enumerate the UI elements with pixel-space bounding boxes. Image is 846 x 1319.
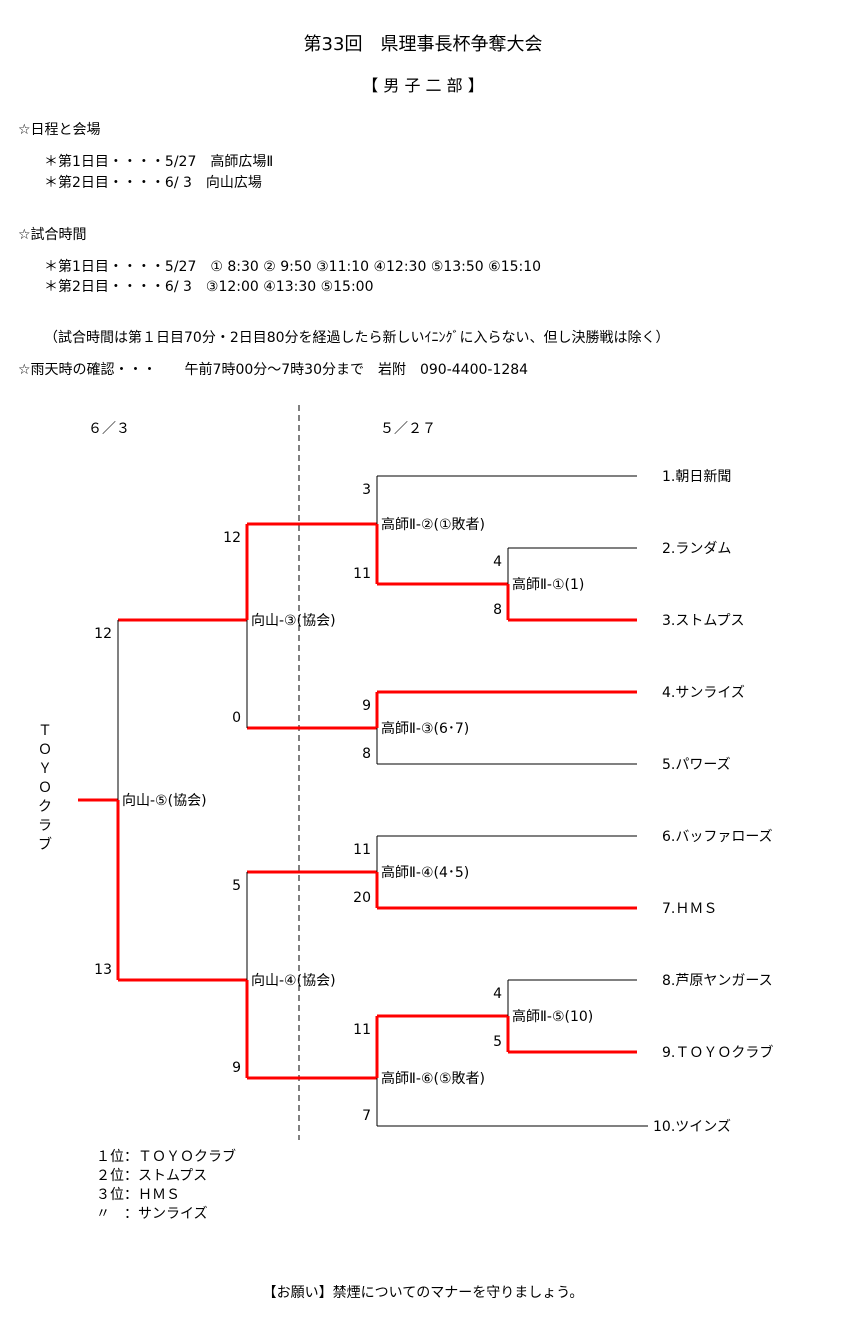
match-label: 高師Ⅱ-④(4･5) (381, 864, 469, 881)
match-label: 高師Ⅱ-①(1) (512, 576, 584, 593)
match-label: 高師Ⅱ-⑤(10) (512, 1008, 593, 1025)
score-bottom: 13 (94, 962, 112, 978)
standing-1: １位：ＴＯＹＯクラブ (96, 1149, 236, 1165)
date-label-day1: ５／２７ (380, 421, 436, 437)
standing-3: ３位：ＨＭＳ (96, 1187, 180, 1203)
score-bottom: 11 (353, 566, 371, 582)
team-name: 6.バッファローズ (662, 829, 773, 845)
score-top: 4 (493, 554, 502, 570)
score-top: 11 (353, 1022, 371, 1038)
schedule-line: ＊第2日目・・・・6/ 3 向山広場 (44, 175, 262, 191)
match-label: 高師Ⅱ-⑥(⑤敗者) (381, 1070, 485, 1087)
score-bottom: 8 (493, 602, 502, 618)
score-bottom: 20 (353, 890, 371, 906)
standing-3b: 〃 ：サンライズ (96, 1206, 208, 1222)
times-line: ＊第2日目・・・・6/ 3 ③12:00 ④13:30 ⑤15:00 (44, 279, 374, 295)
score-bottom: 9 (232, 1060, 241, 1076)
score-top: 11 (353, 842, 371, 858)
date-label-day2: ６／３ (88, 421, 130, 437)
standing-2: ２位：ストムプス (96, 1168, 208, 1184)
score-bottom: 0 (232, 710, 241, 726)
score-top: 4 (493, 986, 502, 1002)
team-name: 1.朝日新聞 (662, 469, 731, 485)
times-note: （試合時間は第１日目70分・2日目80分を経過したら新しいｲﾆﾝｸﾞに入らない、… (44, 330, 670, 346)
match-label: 向山-③(協会) (251, 613, 336, 629)
times-line: ＊第1日目・・・・5/27 ① 8:30 ② 9:50 ③11:10 ④12:3… (44, 259, 542, 275)
team-name: 9.ＴＯＹＯクラブ (662, 1044, 773, 1061)
score-bottom: 5 (493, 1034, 502, 1050)
score-top: 9 (362, 698, 371, 714)
schedule-heading: ☆日程と会場 (18, 122, 101, 138)
team-name: 7.ＨＭＳ (662, 901, 717, 917)
team-name: 3.ストムプス (662, 613, 745, 629)
match-label: 向山-⑤(協会) (122, 793, 207, 809)
champion-name: ＴＯＹＯクラブ (38, 723, 52, 853)
team-name: 8.芦原ヤンガース (662, 973, 773, 989)
division-title: 【 男 子 二 部 】 (362, 76, 484, 95)
score-top: 3 (362, 482, 371, 498)
team-name: 10.ツインズ (653, 1119, 731, 1135)
page-title: 第33回 県理事長杯争奪大会 (303, 34, 543, 55)
score-top: 5 (232, 878, 241, 894)
score-bottom: 8 (362, 746, 371, 762)
team-name: 4.サンライズ (662, 685, 745, 701)
team-name: 5.パワーズ (662, 757, 731, 773)
times-heading: ☆試合時間 (18, 227, 87, 243)
team-name: 2.ランダム (662, 541, 731, 557)
schedule-line: ＊第1日目・・・・5/27 高師広場Ⅱ (44, 154, 274, 170)
rain-contact: ☆雨天時の確認・・・ 午前7時00分～7時30分まで 岩附 090-4400-1… (18, 362, 529, 378)
score-top: 12 (223, 530, 241, 546)
score-top: 12 (94, 626, 112, 642)
match-label: 高師Ⅱ-③(6･7) (381, 720, 469, 737)
score-bottom: 7 (362, 1108, 371, 1124)
match-label: 向山-④(協会) (251, 973, 336, 989)
footer-note: 【お願い】禁煙についてのマナーを守りましょう。 (262, 1285, 584, 1301)
match-label: 高師Ⅱ-②(①敗者) (381, 516, 485, 533)
